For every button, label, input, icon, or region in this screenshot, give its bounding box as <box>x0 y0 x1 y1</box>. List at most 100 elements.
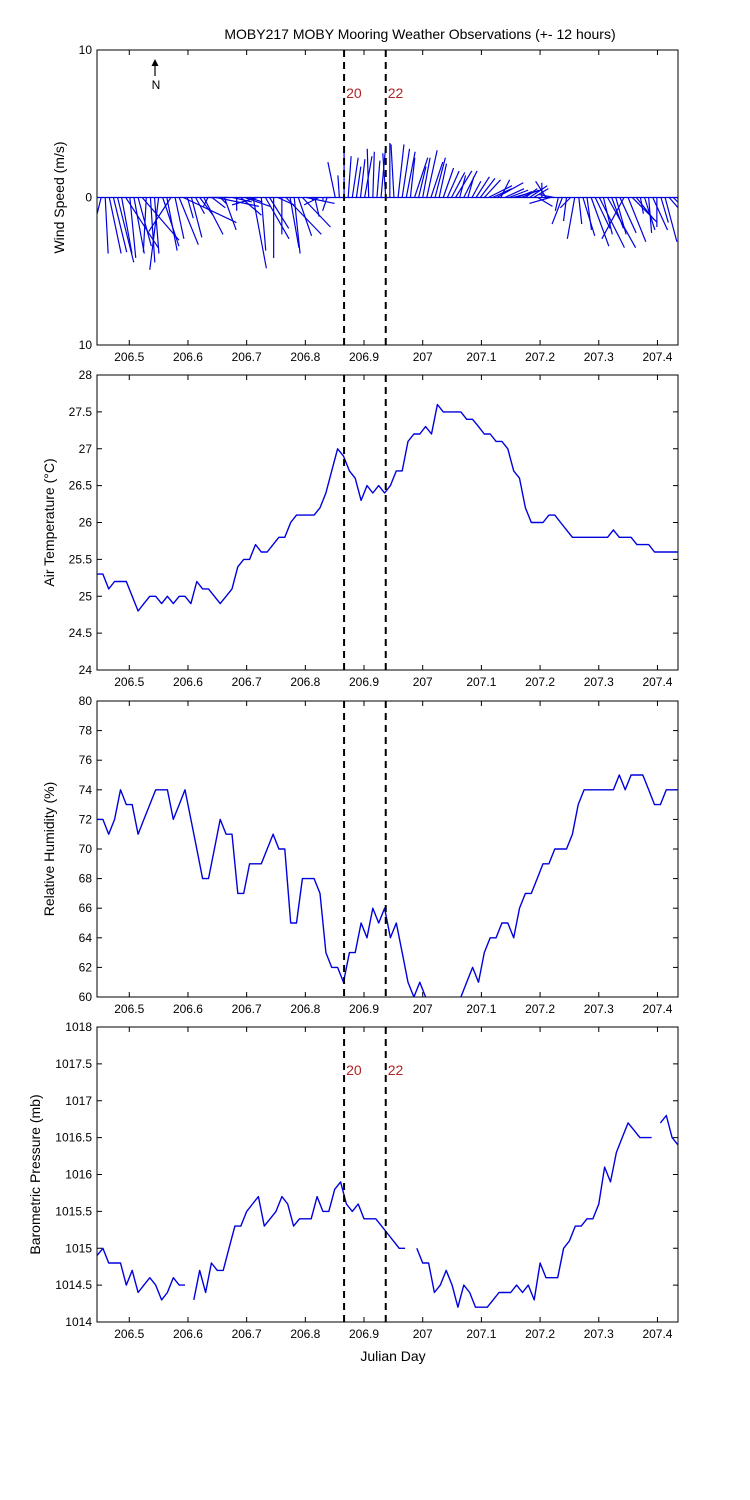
wind-stick <box>450 172 466 198</box>
wind-stick <box>566 197 576 239</box>
wind-stick <box>322 197 328 211</box>
wind-stick <box>216 196 260 207</box>
wind-stick <box>611 197 625 229</box>
wind-stick <box>301 197 331 228</box>
wind-stick <box>434 157 446 198</box>
wind-stick <box>537 196 553 207</box>
wind-stick <box>153 197 160 254</box>
marker-label: 22 <box>388 1062 404 1078</box>
data-layer <box>97 1114 678 1308</box>
wind-stick <box>178 197 199 245</box>
y-tick-label: 1015 <box>65 1241 92 1255</box>
wind-stick <box>148 197 172 232</box>
y-tick-label: 26 <box>79 516 93 530</box>
wind-stick <box>289 197 300 248</box>
wind-stick <box>97 197 98 202</box>
x-tick-label: 206.7 <box>232 1002 262 1016</box>
wind-stick <box>149 197 160 270</box>
wind-stick <box>359 159 366 198</box>
wind-stick <box>578 197 583 225</box>
wind-stick <box>483 179 502 198</box>
north-arrow-head <box>151 59 159 66</box>
y-tick-label: 1014 <box>65 1315 92 1329</box>
wind-stick <box>104 197 109 254</box>
y-tick-label: 62 <box>79 960 93 974</box>
x-tick-label: 206.9 <box>349 1327 379 1341</box>
wind-stick <box>285 197 322 235</box>
data-layer <box>97 403 678 612</box>
wind-stick <box>297 197 313 237</box>
wind-stick <box>231 196 258 206</box>
x-tick-label: 206.6 <box>173 1002 203 1016</box>
y-tick-label: 66 <box>79 901 93 915</box>
wind-stick <box>112 197 128 253</box>
wind-stick <box>664 197 678 242</box>
y-tick-label: 68 <box>79 872 93 886</box>
wind-stick <box>108 197 122 254</box>
x-tick-label: 206.8 <box>290 1002 320 1016</box>
x-tick-label: 206.7 <box>232 675 262 689</box>
wind-stick <box>366 148 370 198</box>
x-tick-label: 206.5 <box>114 1327 144 1341</box>
wind-stick <box>337 175 340 198</box>
y-tick-label: 76 <box>79 753 93 767</box>
wind-stick <box>303 196 320 206</box>
wind-stick <box>211 197 226 209</box>
y-tick-label: 1016 <box>65 1168 92 1182</box>
y-axis-label: Wind Speed (m/s) <box>51 141 67 253</box>
y-tick-label: 80 <box>79 694 93 708</box>
y-tick-label: 27 <box>79 442 93 456</box>
wind-stick <box>504 188 525 199</box>
wind-stick <box>459 175 467 198</box>
wind-stick <box>500 179 511 198</box>
wind-stick <box>397 144 405 198</box>
wind-stick <box>535 180 547 198</box>
wind-stick <box>380 148 387 198</box>
panel-wind: 206.5 206.6 206.7 206.8 206.9 207 207.1 207.2 20… <box>51 43 679 364</box>
wind-stick <box>488 185 513 199</box>
wind-stick <box>240 197 262 216</box>
series-line <box>97 1247 185 1301</box>
wind-stick <box>676 197 678 201</box>
y-axis-label: Relative Humidity (%) <box>41 782 57 917</box>
wind-stick <box>533 188 549 199</box>
x-tick-label: 207 <box>413 1002 433 1016</box>
y-tick-label: 0 <box>85 191 92 205</box>
x-tick-label: 206.8 <box>290 675 320 689</box>
panel-temp: 206.5 206.6 206.7 206.8 206.9 207 207.1 207.2 20… <box>41 368 679 689</box>
y-tick-label: 72 <box>79 812 93 826</box>
wind-stick <box>492 188 512 199</box>
y-tick-label: 74 <box>79 783 93 797</box>
wind-stick <box>293 197 301 254</box>
x-tick-label: 206.7 <box>232 350 262 364</box>
panel-pres: 206.5 206.6 206.7 206.8 206.9 207 207.1 207.2 20… <box>27 1020 679 1341</box>
x-tick-label: 207.4 <box>642 1002 672 1016</box>
x-tick-label: 207.4 <box>642 350 672 364</box>
wind-stick <box>351 157 359 198</box>
wind-stick <box>438 163 448 198</box>
data-layer <box>97 774 678 997</box>
x-tick-label: 207.3 <box>584 350 614 364</box>
wind-stick <box>479 177 496 198</box>
y-axis-label: Barometric Pressure (mb) <box>27 1094 43 1254</box>
wind-stick <box>405 151 416 198</box>
x-tick-label: 206.9 <box>349 675 379 689</box>
x-tick-label: 206.8 <box>290 350 320 364</box>
y-tick-label: 28 <box>79 368 93 382</box>
north-label: N <box>152 78 161 92</box>
wind-stick <box>202 197 209 207</box>
y-tick-label: 64 <box>79 931 93 945</box>
wind-stick <box>601 197 625 240</box>
y-tick-label: 10 <box>79 338 93 352</box>
wind-stick <box>551 197 563 225</box>
y-tick-label: 24.5 <box>69 626 93 640</box>
x-tick-label: 207.1 <box>466 675 496 689</box>
wind-stick <box>186 197 194 219</box>
x-tick-label: 207.3 <box>584 675 614 689</box>
wind-stick <box>121 197 133 254</box>
x-tick-label: 206.6 <box>173 1327 203 1341</box>
wind-stick <box>97 197 102 217</box>
marker-label: 20 <box>346 1062 362 1078</box>
series-line <box>193 1181 406 1301</box>
